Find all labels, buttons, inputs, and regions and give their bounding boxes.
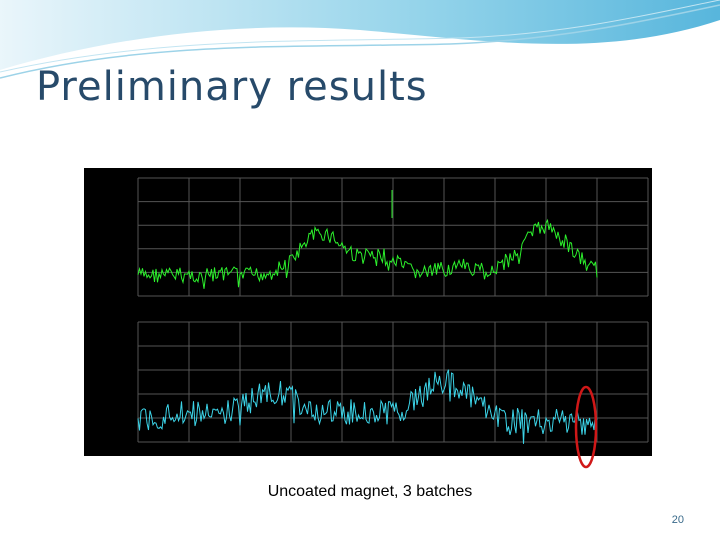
spectrum-screenshot xyxy=(84,168,652,456)
page-number: 20 xyxy=(671,514,684,526)
slide-title: Preliminary results xyxy=(36,64,428,110)
highlight-ellipse xyxy=(574,385,598,469)
upper-trace xyxy=(137,218,598,289)
header-line xyxy=(0,0,720,73)
header-line xyxy=(0,4,720,79)
screenshot-grid xyxy=(137,177,649,443)
lower-trace xyxy=(137,369,598,444)
header-wave xyxy=(0,0,720,70)
caption: Uncoated magnet, 3 batches xyxy=(267,483,473,500)
